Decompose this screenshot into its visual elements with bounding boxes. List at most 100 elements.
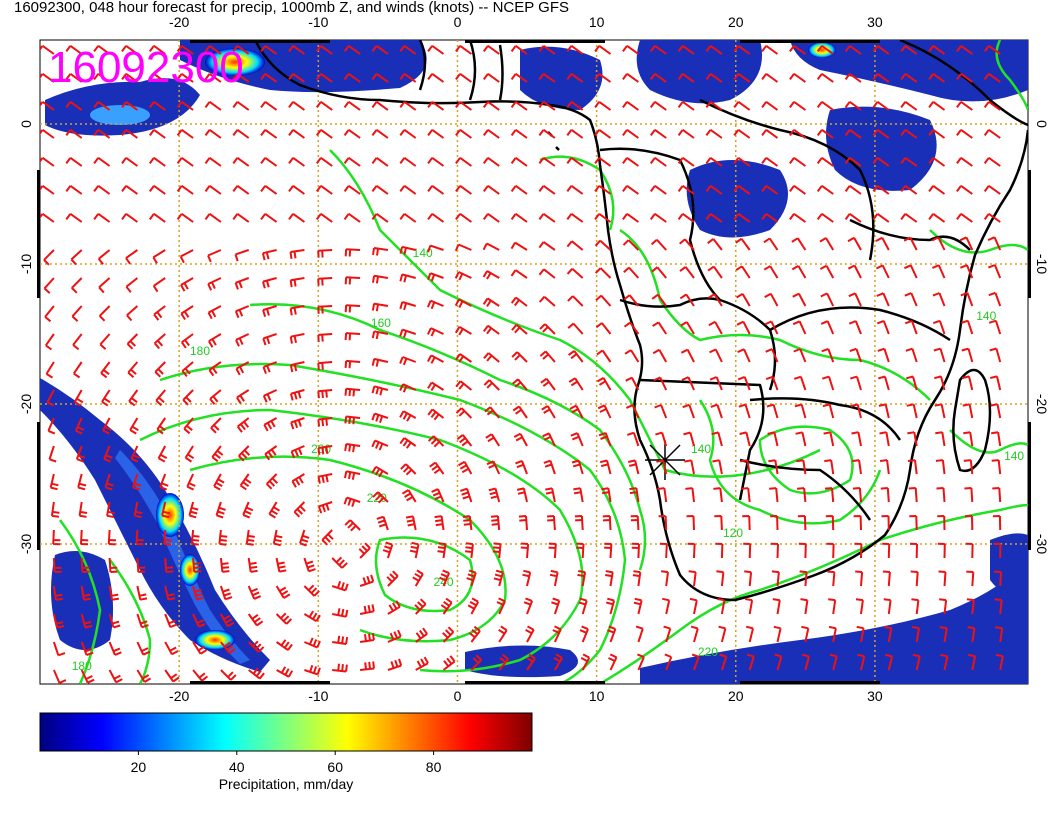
colorbar-label: Precipitation, mm/day xyxy=(218,776,354,792)
wind-barb xyxy=(304,664,321,676)
wind-barb xyxy=(707,293,723,307)
wind-barb xyxy=(677,44,695,55)
wind-barb xyxy=(578,597,588,615)
wind-barb xyxy=(538,268,556,279)
wind-barb xyxy=(691,653,700,671)
wind-barb xyxy=(594,156,612,167)
wind-barb xyxy=(108,557,118,573)
wind-barb xyxy=(733,212,751,223)
wind-barbs xyxy=(40,44,1004,684)
contour-label: 140 xyxy=(976,309,996,323)
wind-barb xyxy=(567,322,584,335)
wind-barb xyxy=(260,44,278,55)
wind-barb xyxy=(289,305,305,316)
lon-tick-label-top: 10 xyxy=(589,14,605,30)
wind-barb xyxy=(824,459,835,475)
wind-barb xyxy=(439,569,451,587)
wind-barb xyxy=(148,44,166,55)
wind-barb xyxy=(71,277,83,294)
wind-barb xyxy=(188,501,199,519)
wind-barb xyxy=(65,184,83,195)
wind-barb xyxy=(492,542,502,559)
wind-barb xyxy=(176,44,194,55)
wind-barb xyxy=(52,585,63,601)
wind-barb xyxy=(844,44,862,55)
wind-barb xyxy=(878,375,890,391)
wind-barb xyxy=(960,291,974,307)
wind-barb xyxy=(289,277,305,288)
wind-barb xyxy=(510,128,528,139)
wind-barb xyxy=(875,264,890,279)
wind-barb xyxy=(315,184,333,195)
wind-barb xyxy=(455,353,472,363)
wind-barb xyxy=(344,276,361,285)
wind-barb xyxy=(745,625,754,643)
wind-barb xyxy=(290,445,305,459)
wind-barb xyxy=(204,156,222,167)
wind-barb xyxy=(180,277,194,292)
wind-barb xyxy=(664,653,673,671)
height-contours xyxy=(58,40,1028,684)
wind-barb xyxy=(276,666,294,678)
wind-barb xyxy=(989,375,1002,391)
wind-barb xyxy=(741,487,751,503)
wind-barb xyxy=(968,653,977,671)
wind-barb xyxy=(771,570,780,587)
wind-barb xyxy=(455,100,472,111)
wind-barb xyxy=(844,72,862,83)
wind-barb xyxy=(764,320,779,335)
wind-barb xyxy=(551,597,561,615)
wind-barb xyxy=(680,321,695,335)
wind-barb xyxy=(904,292,918,307)
wind-barb xyxy=(45,361,55,379)
wind-barb xyxy=(844,212,862,223)
wind-barb xyxy=(928,72,946,83)
wind-barb xyxy=(816,72,834,83)
wind-barb xyxy=(291,473,305,488)
wind-barb xyxy=(260,72,278,83)
wind-barb xyxy=(73,389,84,407)
wind-barb xyxy=(482,212,500,223)
wind-barb xyxy=(207,277,222,291)
wind-barb xyxy=(622,44,639,55)
wind-barb xyxy=(48,445,57,463)
contour-label: 140 xyxy=(413,246,433,260)
wind-barb xyxy=(677,212,695,223)
wind-barb xyxy=(719,653,728,671)
colorbar-tick-label: 40 xyxy=(229,759,245,775)
wind-barb xyxy=(183,417,194,435)
wind-barb xyxy=(260,156,278,167)
wind-barb xyxy=(288,184,305,195)
wind-barb xyxy=(399,100,417,111)
wind-barb xyxy=(387,629,402,643)
wind-barb xyxy=(960,319,974,335)
wind-barb xyxy=(712,459,723,475)
wind-barb xyxy=(121,44,138,55)
wind-barb xyxy=(911,626,920,643)
wind-barb xyxy=(467,597,480,615)
wind-barb xyxy=(289,333,305,344)
wind-barb xyxy=(705,100,723,111)
wind-barb xyxy=(773,625,782,643)
wind-barb xyxy=(789,72,806,83)
wind-barb xyxy=(932,319,946,335)
wind-barb xyxy=(344,470,361,480)
wind-barb xyxy=(735,265,751,279)
contour-label: 160 xyxy=(371,316,391,330)
wind-barb xyxy=(824,487,835,503)
contour-label: 140 xyxy=(1004,449,1024,463)
wind-barb xyxy=(235,333,250,347)
wind-barb xyxy=(415,627,428,643)
wind-barb xyxy=(399,156,417,167)
wind-barb xyxy=(176,212,194,223)
lon-tick-label-bottom: -20 xyxy=(169,688,189,704)
colorbar-ticks: 20 40 60 80 xyxy=(131,751,442,775)
wind-barb xyxy=(878,403,890,419)
wind-barb xyxy=(427,354,444,364)
wind-barb xyxy=(464,542,474,559)
wind-barb xyxy=(900,212,918,223)
border-1 xyxy=(599,147,777,391)
wind-barb xyxy=(104,473,114,491)
wind-barb xyxy=(983,212,1001,223)
wind-barb xyxy=(466,569,477,587)
